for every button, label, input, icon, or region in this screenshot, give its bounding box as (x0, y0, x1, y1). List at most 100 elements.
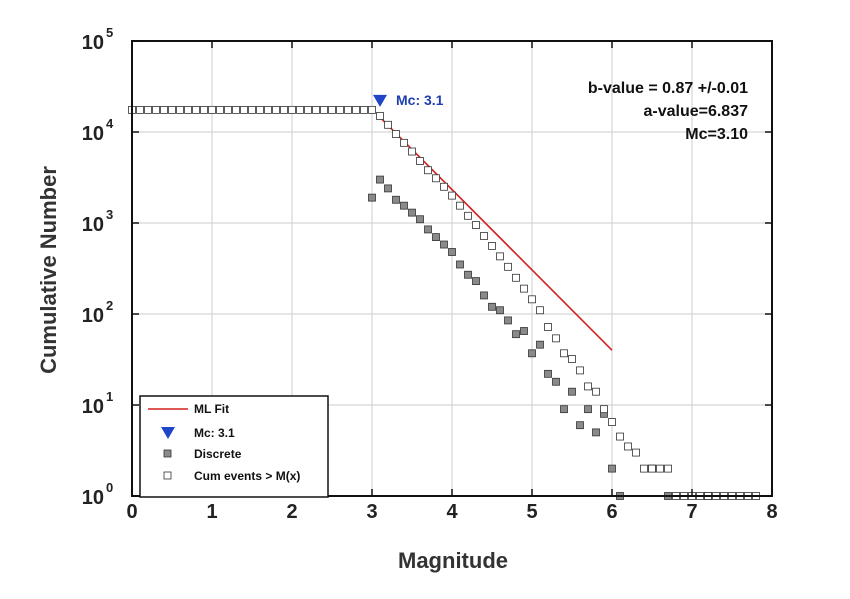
legend-discrete-label: Discrete (194, 447, 242, 461)
discrete-point (424, 225, 432, 234)
y-tick-base: 10 (82, 305, 104, 327)
cumulative-point (208, 105, 216, 114)
cumulative-point (608, 418, 616, 426)
cumulative-point (536, 306, 544, 315)
cumulative-point (264, 105, 272, 114)
cumulative-point (472, 221, 480, 229)
legend-box (139, 395, 329, 498)
cumulative-point (312, 105, 320, 114)
x-axis-label: Magnitude (398, 548, 508, 573)
x-tick-label: 4 (446, 501, 458, 523)
cumulative-point (624, 442, 632, 451)
cumulative-point (296, 105, 304, 114)
cumulative-point (232, 105, 240, 114)
cumulative-point (200, 105, 208, 114)
discrete-point (384, 184, 392, 193)
cumulative-point (488, 242, 496, 250)
discrete-point (496, 306, 504, 315)
cumulative-point (440, 182, 448, 191)
x-tick-label: 6 (606, 501, 617, 523)
cumulative-point (152, 105, 160, 114)
legend-mc-triangle-icon (161, 427, 175, 439)
cumulative-point (256, 105, 264, 114)
cumulative-point (656, 464, 664, 473)
cumulative-point (192, 105, 200, 114)
cumulative-point (408, 147, 416, 156)
discrete-point (528, 349, 536, 358)
x-tick-label: 3 (366, 501, 377, 523)
discrete-point (456, 260, 464, 269)
discrete-point (392, 195, 400, 204)
a-value-annotation: a-value=6.837 (643, 103, 748, 120)
cumulative-point (240, 105, 248, 114)
cumulative-point (224, 105, 232, 114)
y-tick-exponent: 5 (106, 25, 113, 40)
cumulative-point (400, 138, 408, 147)
cumulative-point (496, 252, 504, 261)
cumulative-point (288, 105, 296, 114)
y-tick-exponent: 3 (106, 207, 113, 222)
cumulative-point (520, 284, 528, 293)
y-tick-base: 10 (82, 396, 104, 418)
y-tick-exponent: 0 (106, 480, 113, 495)
discrete-point (480, 291, 488, 300)
cumulative-point (248, 105, 256, 114)
discrete-point (440, 240, 448, 249)
x-tick-label: 7 (686, 501, 697, 523)
cumulative-point (592, 387, 600, 396)
discrete-point (592, 428, 600, 437)
cumulative-point (424, 166, 432, 175)
y-tick-base: 10 (82, 214, 104, 236)
y-tick-label: 10 5 (82, 25, 113, 54)
legend-cum-label: Cum events > M(x) (194, 469, 300, 483)
y-tick-label: 10 0 (82, 480, 113, 509)
cumulative-point (616, 432, 624, 441)
cumulative-point (664, 464, 672, 473)
legend-ml-fit-label: ML Fit (194, 402, 229, 416)
discrete-point (608, 464, 616, 473)
cumulative-point (392, 130, 400, 138)
cumulative-point (552, 334, 560, 343)
y-tick-base: 10 (82, 487, 104, 509)
x-tick-label: 8 (766, 501, 777, 523)
plot-data (128, 94, 760, 500)
cumulative-point (528, 295, 536, 304)
discrete-point (576, 421, 584, 430)
discrete-point (512, 330, 520, 339)
cumulative-point (216, 105, 224, 114)
discrete-point (568, 387, 576, 396)
cumulative-point (376, 112, 384, 120)
cumulative-point (328, 105, 336, 114)
y-axis-label: Cumulative Number (36, 166, 61, 374)
y-tick-exponent: 4 (106, 116, 114, 131)
legend-mc-label: Mc: 3.1 (194, 426, 235, 440)
cumulative-point (480, 232, 488, 240)
cumulative-point (456, 201, 464, 210)
cumulative-point (360, 105, 368, 114)
discrete-point (584, 405, 592, 414)
mc-value-annotation: Mc=3.10 (685, 126, 748, 143)
cumulative-point (280, 105, 288, 114)
b-value-annotation: b-value = 0.87 +/-0.01 (588, 80, 748, 97)
legend-cum-swatch (163, 471, 172, 480)
cumulative-point (464, 211, 472, 220)
y-tick-label: 10 2 (82, 298, 113, 327)
cumulative-point (648, 464, 656, 473)
cumulative-point (384, 120, 392, 129)
y-tick-exponent: 1 (106, 389, 113, 404)
discrete-point (520, 327, 528, 335)
cumulative-point (432, 174, 440, 183)
cumulative-point (144, 105, 152, 114)
cumulative-point (168, 105, 176, 114)
mc-marker-label: Mc: 3.1 (396, 92, 444, 108)
discrete-point (552, 377, 560, 386)
cumulative-point (416, 157, 424, 165)
y-tick-base: 10 (82, 123, 104, 145)
discrete-point (536, 340, 544, 349)
ml-fit-line (379, 116, 613, 351)
cumulative-point (352, 105, 360, 114)
cumulative-point (632, 448, 640, 457)
discrete-point (376, 175, 384, 184)
discrete-point (400, 201, 408, 210)
